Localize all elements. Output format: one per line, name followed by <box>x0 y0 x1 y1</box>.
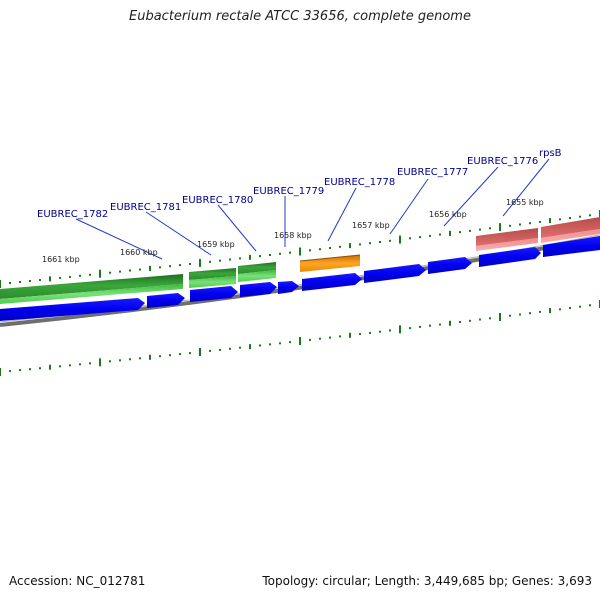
label-leader-lines <box>75 158 550 260</box>
cds-arrow[interactable] <box>479 247 541 267</box>
gene-label-eubrec-1782[interactable]: EUBREC_1782 <box>37 209 108 220</box>
gene-eubrec-1779-feature[interactable] <box>238 262 276 282</box>
cds-arrow[interactable] <box>302 273 362 291</box>
gene-label-eubrec-1779[interactable]: EUBREC_1779 <box>253 186 324 197</box>
gene-eubrec-1780-feature[interactable] <box>189 268 236 288</box>
cds-arrow[interactable] <box>428 257 472 274</box>
gene-label-eubrec-1778[interactable]: EUBREC_1778 <box>324 177 395 188</box>
map-title: Eubacterium rectale ATCC 33656, complete… <box>129 9 471 24</box>
cds-arrow[interactable] <box>0 298 145 321</box>
cds-arrow[interactable] <box>240 282 277 297</box>
kbp-label-1657: 1657 kbp <box>352 221 390 230</box>
cds-arrow[interactable] <box>278 281 299 294</box>
inner-scale-ticks <box>0 300 600 376</box>
cds-arrow[interactable] <box>147 293 185 308</box>
cds-arrow[interactable] <box>364 264 426 283</box>
accession-label: Accession: NC_012781 <box>9 574 146 588</box>
kbp-label-1660: 1660 kbp <box>120 248 158 257</box>
gene-rpsb-feature[interactable] <box>541 217 600 243</box>
gene-labels: EUBREC_1782 EUBREC_1781 EUBREC_1780 EUBR… <box>37 148 562 220</box>
kbp-labels: 1661 kbp 1660 kbp 1659 kbp 1658 kbp 1657… <box>42 198 544 264</box>
kbp-label-1661: 1661 kbp <box>42 255 80 264</box>
kbp-label-1658: 1658 kbp <box>274 231 312 240</box>
outer-scale-ticks <box>0 210 600 288</box>
kbp-label-1655: 1655 kbp <box>506 198 544 207</box>
gene-label-eubrec-1781[interactable]: EUBREC_1781 <box>110 202 181 213</box>
forward-strand-track <box>0 217 600 304</box>
cds-track <box>0 236 600 321</box>
gene-eubrec-1778-feature[interactable] <box>299 254 361 272</box>
genome-summary-label: Topology: circular; Length: 3,449,685 bp… <box>262 574 592 588</box>
cds-arrow[interactable] <box>543 236 600 257</box>
gene-label-eubrec-1780[interactable]: EUBREC_1780 <box>182 195 253 206</box>
gene-label-rpsb[interactable]: rpsB <box>539 148 562 159</box>
kbp-label-1659: 1659 kbp <box>197 240 235 249</box>
kbp-label-1656: 1656 kbp <box>429 210 467 219</box>
gene-eubrec-1776-feature[interactable] <box>476 228 538 251</box>
gene-label-eubrec-1776[interactable]: EUBREC_1776 <box>467 156 538 167</box>
gene-eubrec-1782-feature[interactable] <box>0 274 183 304</box>
cds-arrow[interactable] <box>190 286 238 302</box>
gene-label-eubrec-1777[interactable]: EUBREC_1777 <box>397 167 468 178</box>
